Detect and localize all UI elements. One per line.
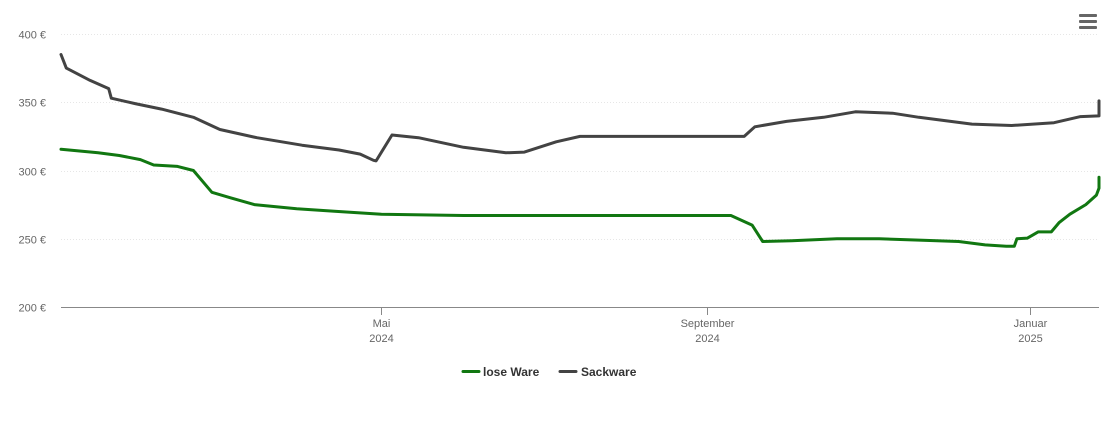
chart-menu-button[interactable] <box>1076 12 1100 32</box>
y-tick-label: 400 € <box>18 30 46 42</box>
x-tick-year: 2024 <box>369 333 393 345</box>
y-tick-label: 200 € <box>18 303 46 315</box>
x-tick-year: 2025 <box>1018 333 1042 345</box>
x-tick-label: September <box>681 318 735 330</box>
legend[interactable]: lose Ware Sackware <box>461 365 637 379</box>
series-line-lose-ware[interactable] <box>59 147 1101 248</box>
legend-item[interactable]: lose Ware <box>461 365 540 379</box>
y-tick-label: 250 € <box>18 235 46 247</box>
x-tick-year: 2024 <box>695 333 719 345</box>
series-line-sackware[interactable] <box>59 53 1101 163</box>
y-tick-label: 350 € <box>18 98 46 110</box>
legend-item[interactable]: Sackware <box>558 365 637 379</box>
menu-bar-icon <box>1079 14 1097 17</box>
y-tick-label: 300 € <box>18 167 46 179</box>
menu-bar-icon <box>1079 26 1097 29</box>
menu-bar-icon <box>1079 20 1097 23</box>
x-axis: Mai 2024 September 2024 Januar 2025 <box>61 307 1099 345</box>
series-lines <box>59 53 1101 248</box>
legend-label: lose Ware <box>483 365 540 379</box>
x-tick-label: Mai <box>373 318 391 330</box>
y-axis-labels: 200 € 250 € 300 € 350 € 400 € <box>18 30 46 315</box>
x-tick-label: Januar <box>1014 318 1048 330</box>
legend-label: Sackware <box>581 365 637 379</box>
